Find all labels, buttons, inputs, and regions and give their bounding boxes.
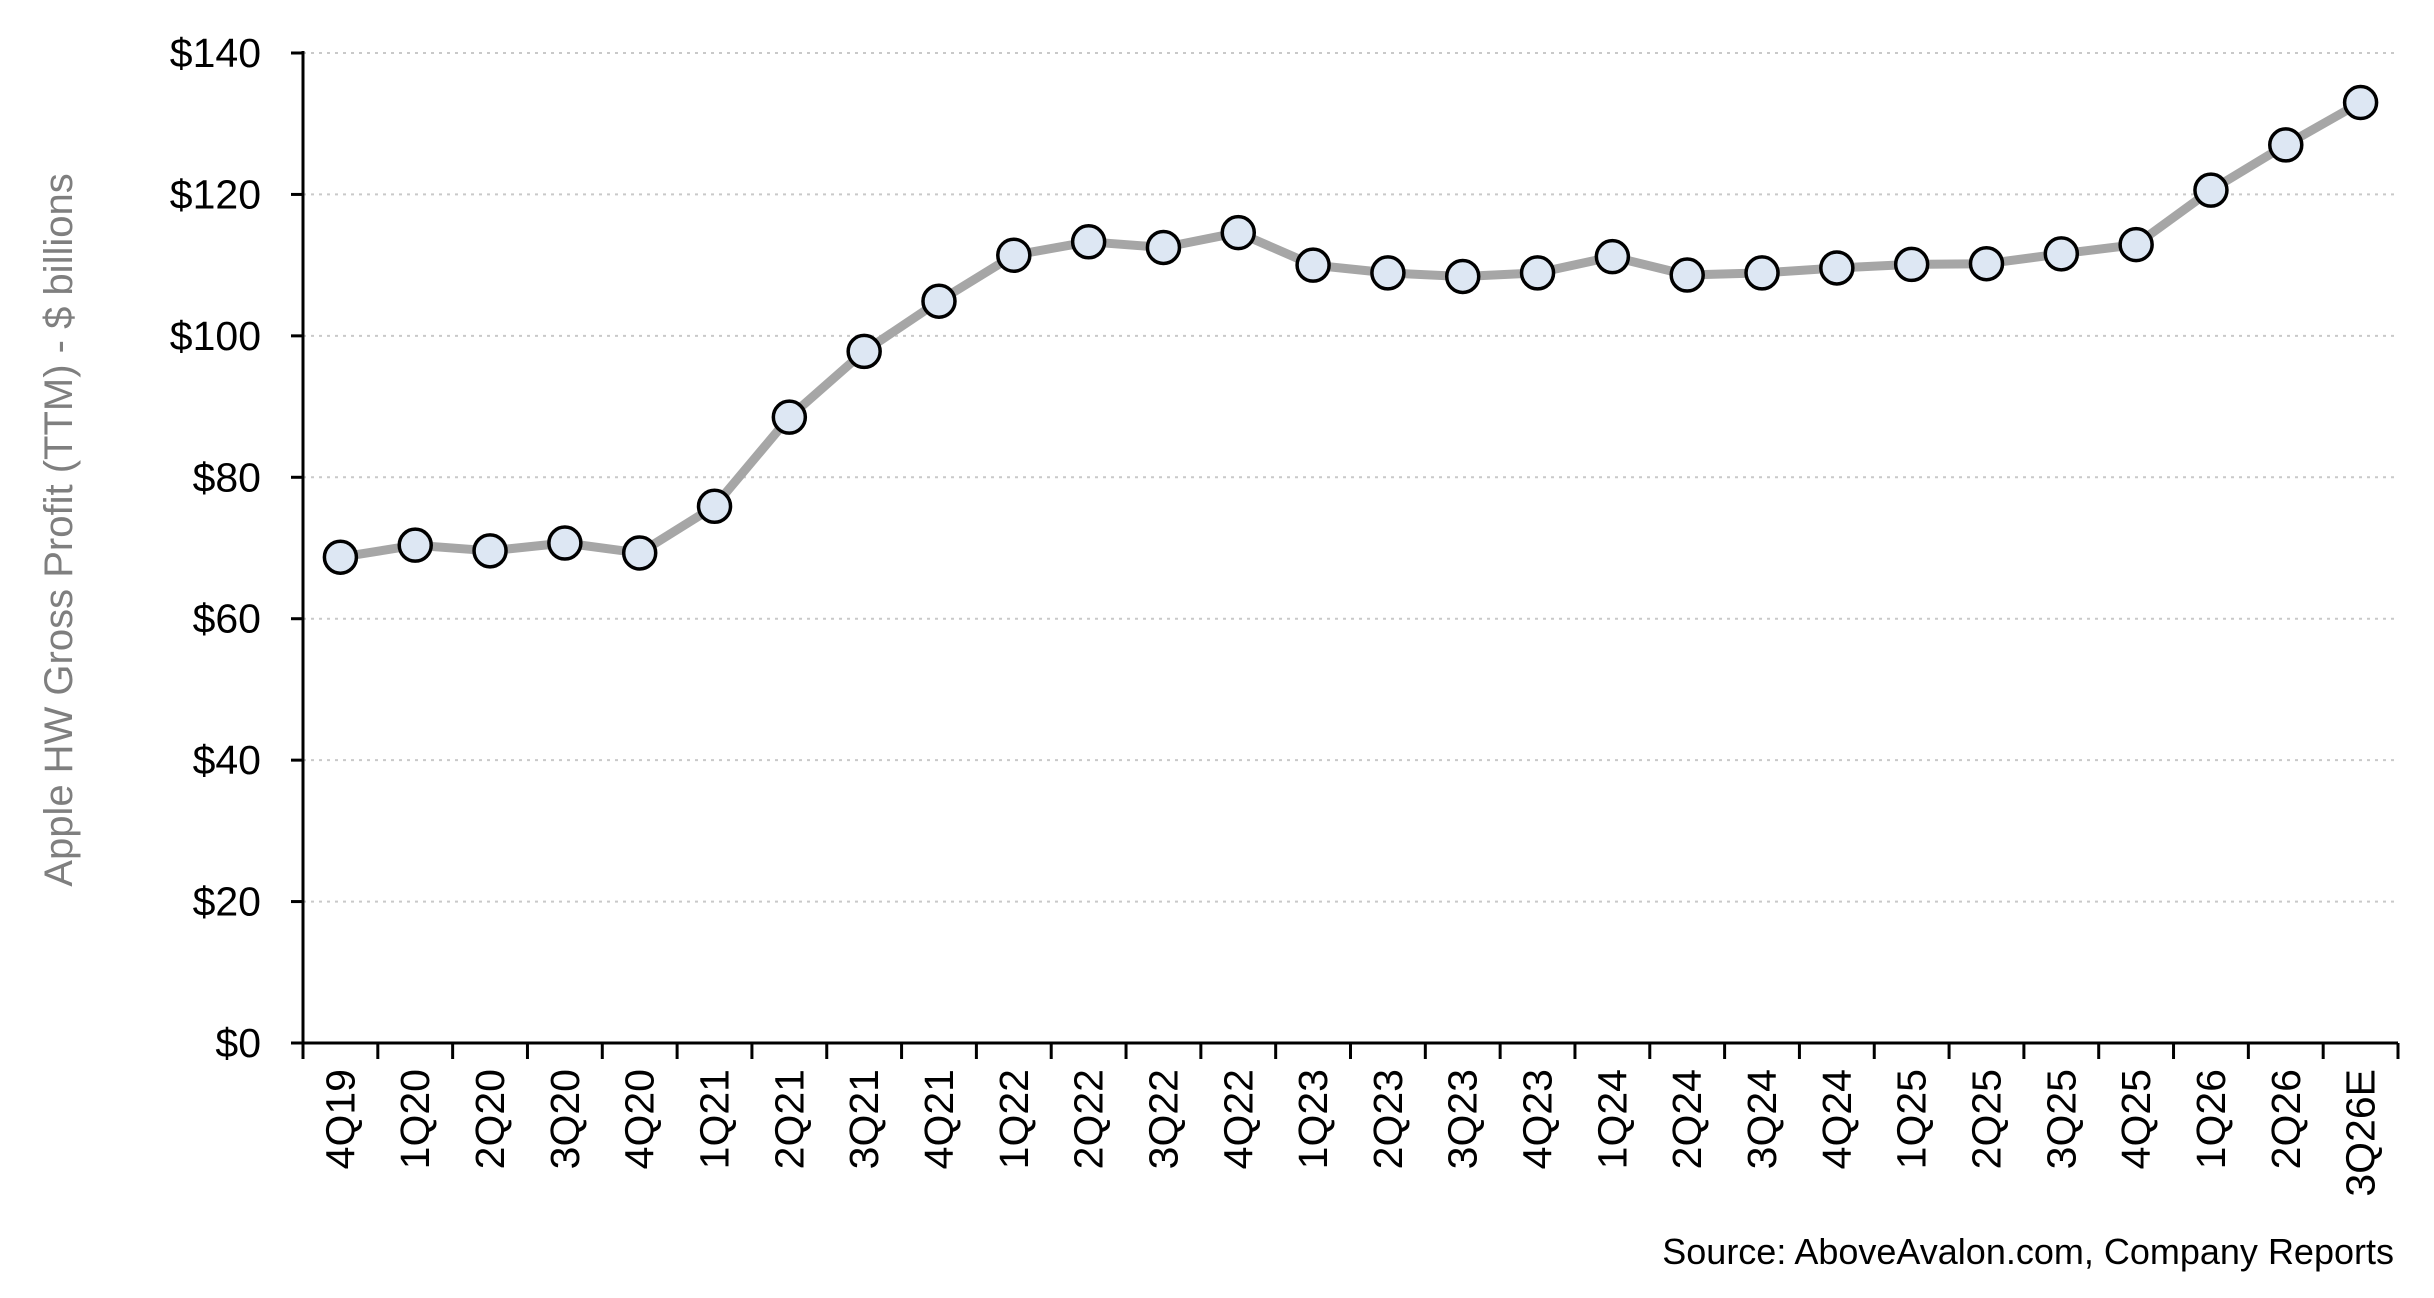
- data-point: [771, 399, 808, 435]
- y-tick-labels: $0 $20 $40 $60 $80 $100 $120 $140: [170, 30, 261, 1066]
- y-tick-label: $40: [193, 737, 261, 783]
- y-tick-label: $140: [170, 30, 261, 76]
- x-tick-label: 1Q23: [1290, 1069, 1336, 1169]
- x-tick-label: 4Q22: [1215, 1069, 1261, 1169]
- data-point: [547, 525, 583, 561]
- source-note: Source: AboveAvalon.com, Company Reports: [1662, 1231, 2394, 1272]
- data-point: [397, 527, 433, 563]
- x-tick-label: 2Q23: [1365, 1069, 1411, 1169]
- x-tick-label: 4Q25: [2113, 1069, 2159, 1169]
- x-tick-label: 4Q19: [317, 1069, 363, 1169]
- x-tick-label: 4Q24: [1814, 1069, 1860, 1169]
- x-tick-label: 3Q22: [1140, 1069, 1186, 1169]
- data-point: [322, 539, 359, 575]
- y-tick-label: $20: [193, 879, 261, 925]
- data-point: [2342, 84, 2379, 121]
- data-point: [846, 333, 882, 370]
- data-point: [1070, 224, 1107, 260]
- data-point: [621, 535, 658, 571]
- x-tick-label: 2Q20: [467, 1069, 513, 1169]
- data-points: [322, 84, 2379, 575]
- x-tick-label: 3Q21: [841, 1069, 887, 1169]
- gridlines: [303, 52, 2398, 903]
- x-tick-label: 1Q21: [692, 1069, 738, 1169]
- y-tick-label: $80: [193, 454, 261, 500]
- data-point: [2118, 226, 2154, 263]
- data-point: [1370, 255, 1406, 291]
- data-point: [472, 533, 508, 569]
- x-tick-label: 1Q26: [2188, 1069, 2234, 1169]
- data-point: [1594, 238, 1631, 275]
- x-tick-labels: 4Q19 1Q20 2Q20 3Q20 4Q20 1Q21 2Q21 3Q21 4Q21 1Q22…: [317, 1069, 2383, 1197]
- x-tick-label: 3Q20: [542, 1069, 588, 1169]
- y-tick-label: $120: [170, 171, 261, 217]
- data-point: [1819, 250, 1855, 286]
- data-point: [2268, 127, 2304, 163]
- x-tick-label: 3Q23: [1440, 1069, 1486, 1169]
- x-tick-label: 2Q24: [1664, 1069, 1710, 1169]
- data-point: [1744, 255, 1780, 291]
- x-tick-label: 2Q26: [2263, 1069, 2309, 1169]
- data-point: [2043, 236, 2080, 272]
- x-tick-label: 2Q22: [1066, 1069, 1112, 1169]
- data-point: [696, 488, 733, 525]
- y-tick-label: $100: [170, 313, 261, 359]
- y-tick-label: $60: [193, 596, 261, 642]
- x-tick-label: 4Q23: [1515, 1069, 1561, 1169]
- series-line-layer: [335, 98, 2366, 562]
- data-point: [921, 283, 957, 319]
- data-point: [996, 237, 1032, 273]
- x-tick-label: 1Q24: [1589, 1069, 1635, 1169]
- data-point: [1519, 255, 1556, 291]
- data-point: [1669, 257, 1705, 293]
- x-tick-label: 4Q21: [916, 1069, 962, 1169]
- y-axis-label: Apple HW Gross Profit (TTM) - $ billions: [37, 173, 81, 886]
- x-tick-label: 1Q25: [1889, 1069, 1935, 1169]
- axes: [291, 51, 2400, 1059]
- data-point: [1295, 247, 1331, 283]
- x-tick-label: 1Q20: [392, 1069, 438, 1169]
- data-point: [1220, 214, 1257, 251]
- x-tick-label: 3Q24: [1739, 1069, 1785, 1169]
- data-point: [2193, 172, 2229, 208]
- x-tick-label: 2Q25: [1963, 1069, 2009, 1169]
- series-line: [335, 98, 2366, 562]
- y-tick-label: $0: [215, 1020, 261, 1066]
- x-tick-label: 1Q22: [991, 1069, 1037, 1169]
- x-tick-label: 2Q21: [766, 1069, 812, 1169]
- x-tick-label: 3Q25: [2038, 1069, 2084, 1169]
- x-tick-label: 3Q26E: [2338, 1069, 2384, 1197]
- data-point: [1893, 246, 1930, 283]
- data-point: [1145, 229, 1182, 266]
- x-tick-label: 4Q20: [617, 1069, 663, 1169]
- data-point: [1968, 245, 2005, 282]
- data-point: [1444, 258, 1481, 295]
